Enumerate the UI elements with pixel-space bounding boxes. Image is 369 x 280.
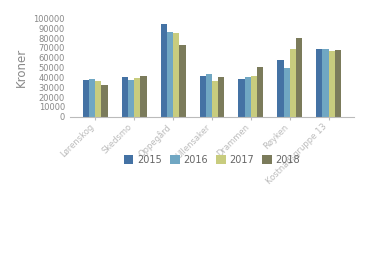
Bar (316, 49, 323, 117)
Bar (122, 77, 128, 117)
Bar (238, 80, 245, 117)
Legend: 2015, 2016, 2017, 2018: 2015, 2016, 2017, 2018 (120, 151, 304, 169)
Bar (245, 76, 251, 117)
Bar (161, 24, 167, 117)
Bar (89, 79, 95, 117)
Bar (251, 76, 257, 117)
Bar (140, 76, 146, 117)
Bar (83, 80, 89, 117)
Bar (134, 78, 140, 117)
Bar (206, 74, 212, 117)
Bar (296, 38, 302, 117)
Bar (290, 50, 296, 117)
Bar (167, 32, 173, 117)
Bar (335, 50, 341, 117)
Bar (95, 81, 101, 117)
Y-axis label: Kroner: Kroner (15, 48, 28, 87)
Bar (257, 67, 263, 117)
Bar (179, 45, 186, 117)
Bar (128, 80, 134, 117)
Bar (323, 50, 329, 117)
Bar (283, 68, 290, 117)
Bar (218, 77, 224, 117)
Bar (329, 52, 335, 117)
Bar (173, 34, 179, 117)
Bar (212, 81, 218, 117)
Bar (277, 60, 283, 117)
Bar (200, 76, 206, 117)
Bar (101, 85, 108, 117)
